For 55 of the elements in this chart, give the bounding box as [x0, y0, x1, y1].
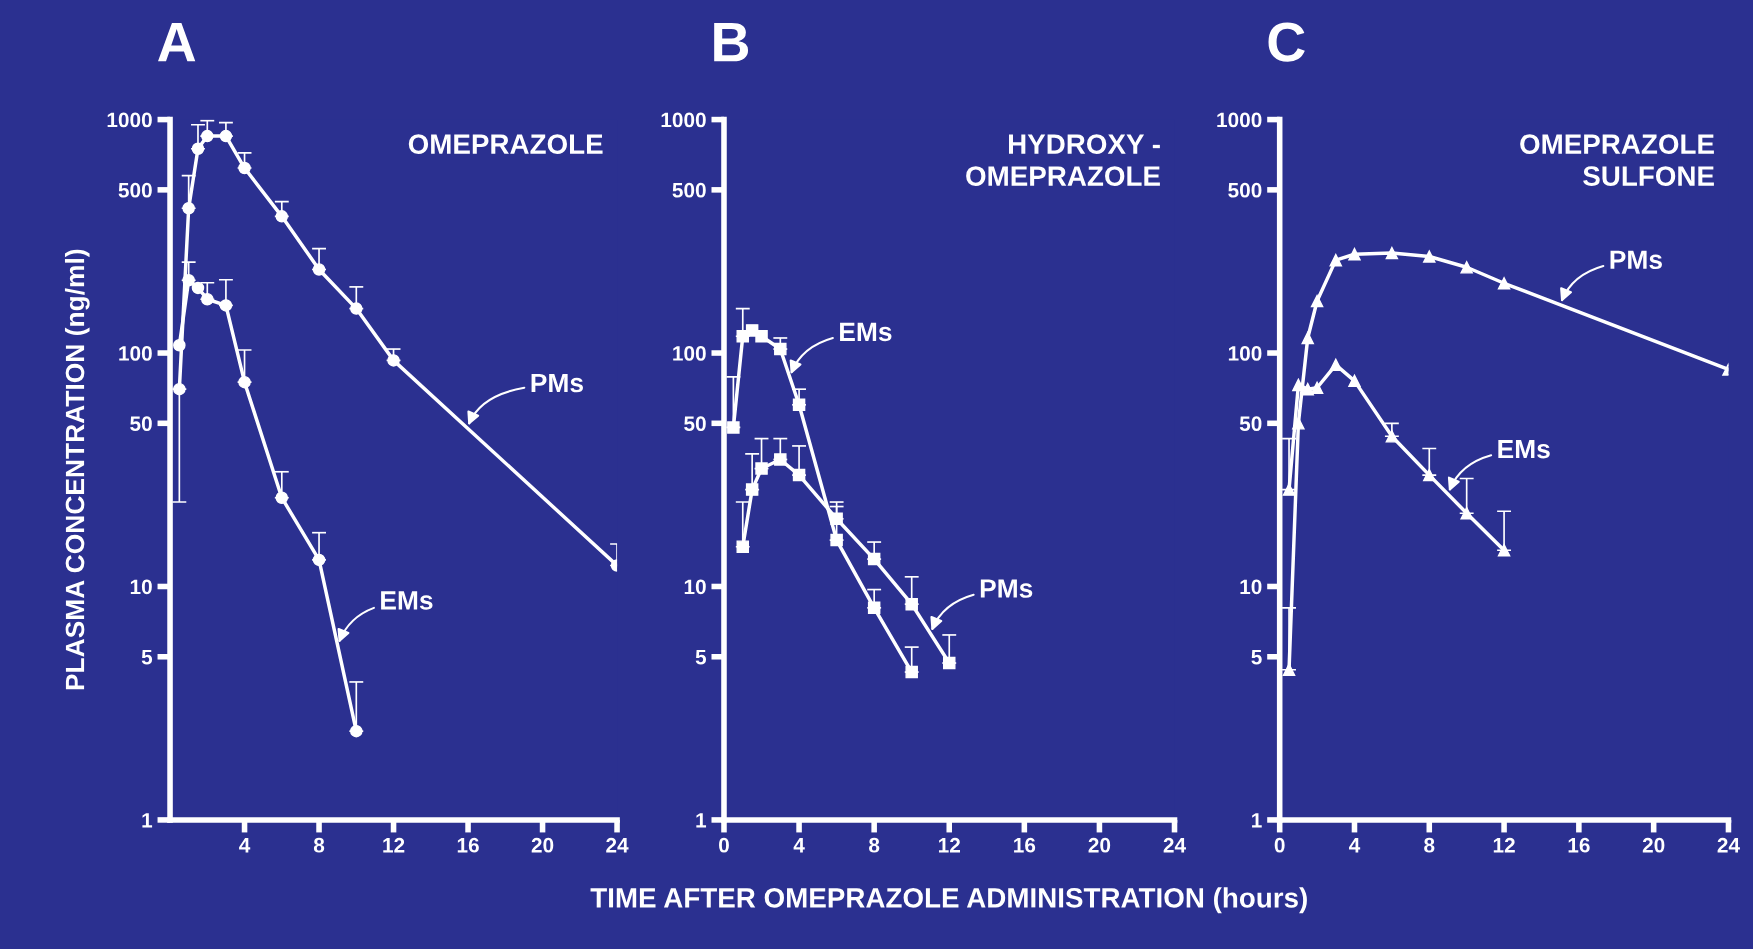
x-tick-label: 16: [1014, 837, 1036, 853]
y-tick-label: 50: [130, 416, 152, 432]
text: HYDROXY - OMEPRAZOLE: [966, 134, 1160, 186]
x-tick-label: 8: [1424, 837, 1435, 853]
y-tick-label: 10: [1240, 579, 1262, 595]
x-tick-label: 12: [1493, 837, 1515, 853]
x-tick-label: 16: [457, 837, 479, 853]
y-tick-label: 50: [1239, 416, 1262, 432]
series-label: EMs: [381, 591, 433, 610]
x-tick-label: 20: [1088, 837, 1111, 853]
text: OMEPRAZOLE SULFONE: [1520, 134, 1714, 186]
x-tick-label: 24: [606, 837, 629, 853]
x-tick-label: 12: [383, 837, 405, 853]
chart-title: A: [158, 23, 196, 62]
y-tick-label: 5: [1251, 649, 1262, 665]
x-tick-label: 8: [869, 837, 880, 853]
chart-subtitle: OMEPRAZOLE: [408, 134, 603, 154]
y-tick-label: 1: [696, 813, 707, 828]
text: EMs: [840, 322, 892, 342]
x-axis-title: TIME AFTER OMEPRAZOLE ADMINISTRATION (hours): [590, 887, 1307, 914]
y-tick-label: 100: [673, 346, 706, 361]
y-tick-label: 1000: [1217, 112, 1262, 128]
x-tick-label: 20: [531, 837, 554, 853]
y-tick-label: 1000: [661, 112, 706, 128]
y-tick-label: 5: [141, 649, 153, 665]
x-tick-label: 16: [1568, 837, 1590, 853]
y-tick-label: 50: [684, 416, 706, 432]
y-tick-label: 10: [684, 579, 706, 595]
x-tick-label: 12: [938, 837, 960, 853]
y-tick-label: 10: [130, 579, 152, 595]
y-axis-title: PLASMA CONCENTRATION (ng/ml): [64, 249, 90, 690]
y-tick-label: 100: [1228, 346, 1262, 361]
chart-title: B: [714, 23, 749, 62]
x-tick-label: 8: [313, 837, 325, 853]
x-tick-label: 4: [793, 838, 805, 853]
y-tick-label: 1: [1252, 813, 1262, 828]
text: EMs: [1498, 439, 1550, 459]
y-tick-label: 500: [672, 182, 706, 198]
x-tick-label: 4: [1349, 838, 1361, 853]
x-tick-label: 4: [239, 838, 251, 853]
text: PMs: [531, 373, 583, 393]
y-tick-label: 1: [142, 813, 153, 828]
series-label: PMs: [1610, 250, 1662, 270]
y-tick-label: 5: [695, 649, 707, 665]
chart-title: C: [1268, 22, 1305, 62]
y-tick-label: 100: [119, 346, 152, 361]
x-tick-label: 20: [1642, 837, 1665, 853]
y-tick-label: 500: [1228, 182, 1262, 198]
y-tick-label: 500: [118, 182, 152, 198]
x-tick-label: 0: [719, 837, 729, 853]
x-tick-label: 0: [1274, 837, 1285, 853]
x-tick-label: 24: [1717, 837, 1740, 853]
x-tick-label: 24: [1163, 837, 1186, 853]
text: PMs: [980, 579, 1033, 598]
y-tick-label: 1000: [107, 112, 152, 128]
